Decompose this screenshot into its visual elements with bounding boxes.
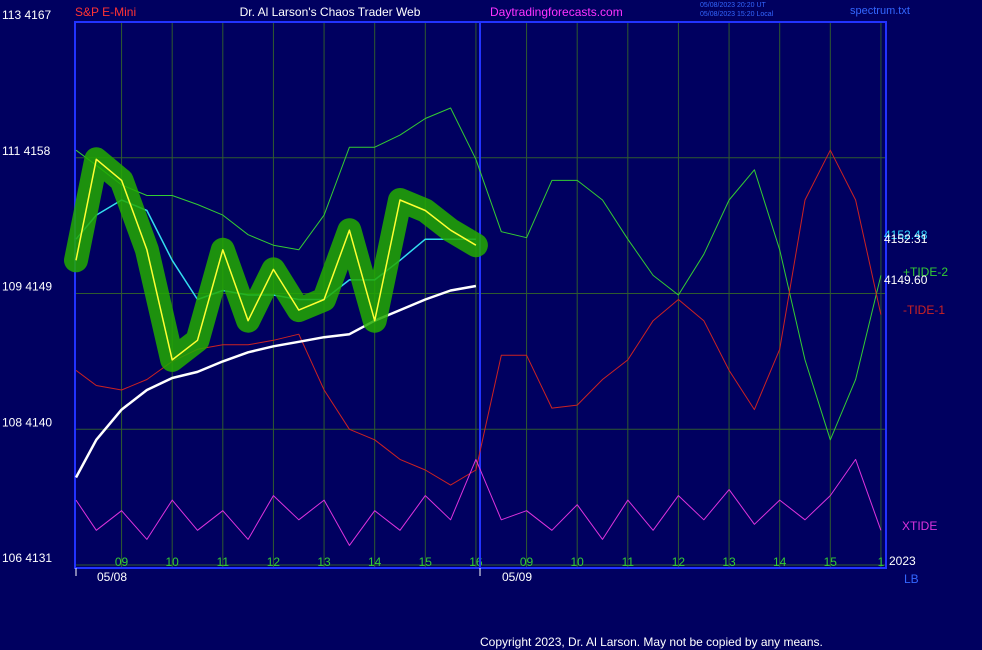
x-tick-label: 10 bbox=[166, 555, 180, 569]
y-tick-label: 109 4149 bbox=[2, 280, 52, 294]
price-annotation: 4152.48 bbox=[884, 228, 928, 242]
series-line bbox=[75, 107, 882, 441]
y-tick-label: 113 4167 bbox=[2, 8, 51, 22]
timestamp: 05/08/2023 15:20 Local bbox=[700, 11, 774, 18]
file-label: spectrum.txt bbox=[850, 5, 910, 17]
date-label: 05/09 bbox=[502, 570, 532, 584]
x-tick-label: 1 bbox=[878, 555, 885, 569]
x-tick-label: 12 bbox=[672, 555, 686, 569]
date-label: 05/08 bbox=[97, 570, 127, 584]
copyright: Copyright 2023, Dr. Al Larson. May not b… bbox=[480, 635, 823, 649]
price-annotation: 4149.60 bbox=[884, 273, 928, 287]
x-tick-label: 13 bbox=[317, 555, 331, 569]
y-tick-label: 108 4140 bbox=[2, 415, 52, 429]
price-annotation: 4152.31 bbox=[884, 232, 928, 246]
site: Daytradingforecasts.com bbox=[490, 5, 623, 19]
corner-label: LB bbox=[904, 572, 919, 586]
series-line bbox=[75, 158, 477, 361]
x-tick-label: 14 bbox=[368, 555, 382, 569]
x-tick-label: 10 bbox=[571, 555, 585, 569]
x-tick-label: 15 bbox=[824, 555, 838, 569]
year-label: 2023 bbox=[889, 554, 916, 568]
chart-title: Dr. Al Larson's Chaos Trader Web bbox=[240, 5, 421, 19]
x-tick-label: 09 bbox=[115, 555, 129, 569]
symbol: S&P E-Mini bbox=[75, 5, 136, 19]
y-tick-label: 106 4131 bbox=[2, 551, 52, 565]
x-tick-label: 13 bbox=[722, 555, 736, 569]
series-line bbox=[75, 458, 882, 546]
y-tick-label: 111 4158 bbox=[2, 144, 51, 158]
x-tick-label: 15 bbox=[419, 555, 433, 569]
x-tick-label: 09 bbox=[520, 555, 534, 569]
timestamp: 05/08/2023 20:20 UT bbox=[700, 2, 766, 9]
x-tick-label: 12 bbox=[267, 555, 281, 569]
x-tick-label: 14 bbox=[773, 555, 787, 569]
x-tick-label: 11 bbox=[622, 555, 635, 569]
series-line bbox=[74, 284, 477, 479]
x-tick-label: 11 bbox=[217, 555, 230, 569]
legend-label: +TIDE-2 bbox=[903, 265, 948, 279]
legend-label: XTIDE bbox=[902, 519, 937, 533]
legend-label: -TIDE-1 bbox=[903, 303, 945, 317]
